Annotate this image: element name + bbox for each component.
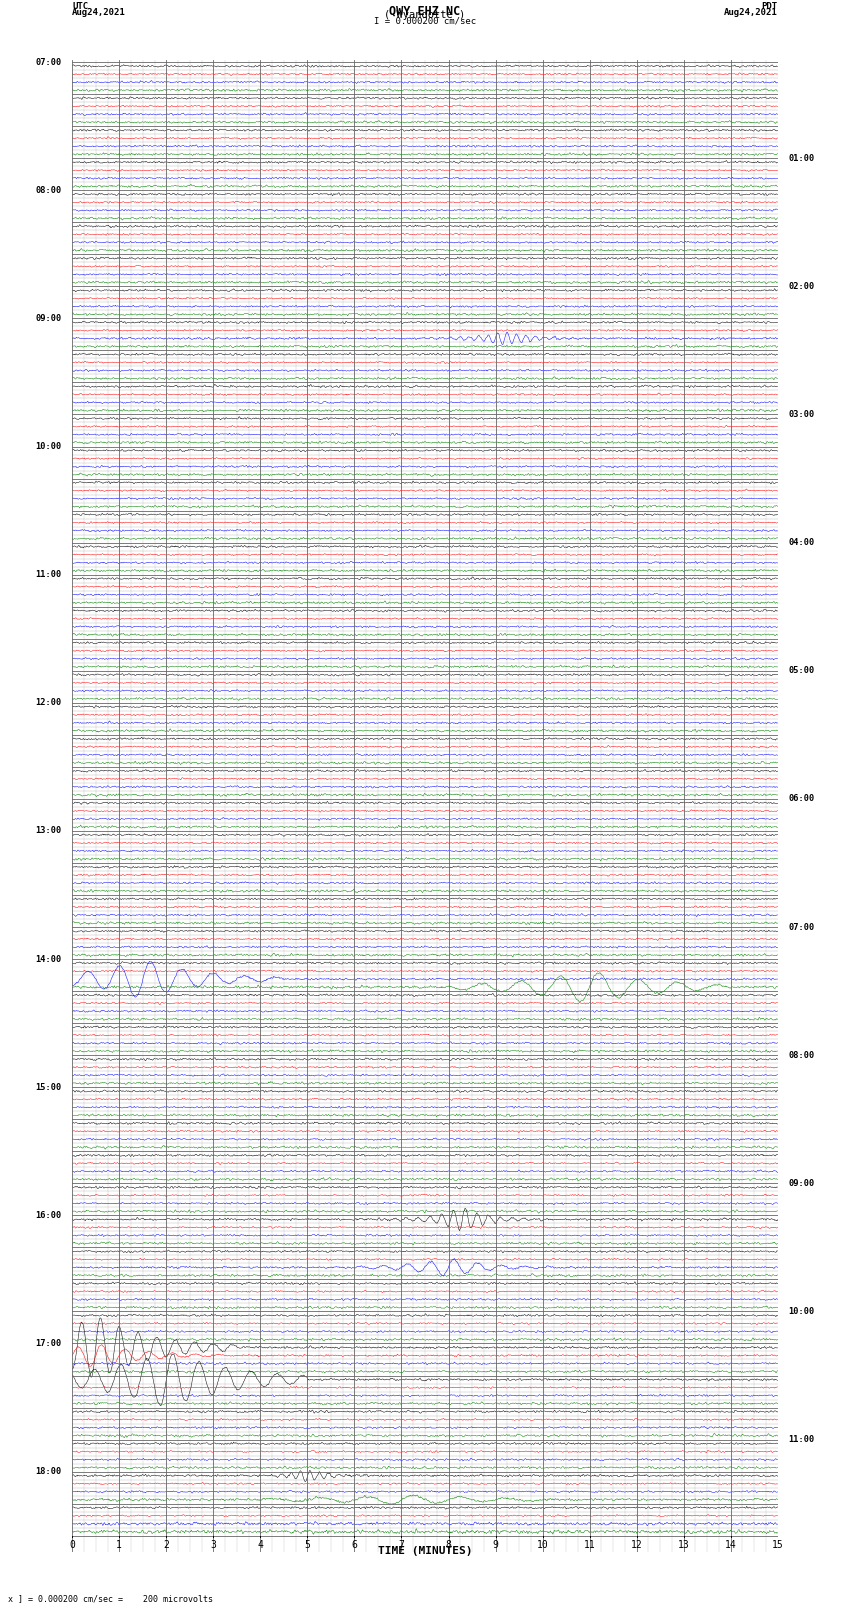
Text: 7: 7 <box>399 1540 405 1550</box>
Text: 08:00: 08:00 <box>36 185 62 195</box>
Text: 12: 12 <box>631 1540 643 1550</box>
Text: 17:00: 17:00 <box>36 1339 62 1348</box>
Text: TIME (MINUTES): TIME (MINUTES) <box>377 1547 473 1557</box>
Text: 8: 8 <box>445 1540 451 1550</box>
Text: 03:00: 03:00 <box>788 410 814 419</box>
Text: 04:00: 04:00 <box>788 539 814 547</box>
Text: 6: 6 <box>352 1540 357 1550</box>
Text: PDT: PDT <box>762 3 778 11</box>
Text: 07:00: 07:00 <box>788 923 814 932</box>
Text: QWY EHZ NC: QWY EHZ NC <box>389 5 461 18</box>
Text: 11:00: 11:00 <box>36 569 62 579</box>
Text: 10:00: 10:00 <box>36 442 62 452</box>
Text: I = 0.000200 cm/sec: I = 0.000200 cm/sec <box>374 18 476 26</box>
Text: 3: 3 <box>211 1540 216 1550</box>
Text: 16:00: 16:00 <box>36 1211 62 1219</box>
Text: 13: 13 <box>677 1540 689 1550</box>
Text: 05:00: 05:00 <box>788 666 814 676</box>
Text: 15:00: 15:00 <box>36 1082 62 1092</box>
Text: 10:00: 10:00 <box>788 1307 814 1316</box>
Text: 09:00: 09:00 <box>788 1179 814 1187</box>
Text: 01:00: 01:00 <box>788 153 814 163</box>
Text: 11: 11 <box>584 1540 596 1550</box>
Text: 1: 1 <box>116 1540 122 1550</box>
Text: 2: 2 <box>163 1540 169 1550</box>
Text: 09:00: 09:00 <box>36 315 62 323</box>
Text: 14: 14 <box>725 1540 737 1550</box>
Text: 10: 10 <box>536 1540 548 1550</box>
Text: x ] = 0.000200 cm/sec =    200 microvolts: x ] = 0.000200 cm/sec = 200 microvolts <box>8 1594 213 1603</box>
Text: ( Wyandotte ): ( Wyandotte ) <box>384 11 466 21</box>
Text: 02:00: 02:00 <box>788 282 814 290</box>
Text: UTC: UTC <box>72 3 88 11</box>
Text: 11:00: 11:00 <box>788 1436 814 1444</box>
Text: 4: 4 <box>258 1540 264 1550</box>
Text: 13:00: 13:00 <box>36 826 62 836</box>
Text: Aug24,2021: Aug24,2021 <box>72 8 126 18</box>
Text: 0: 0 <box>70 1540 75 1550</box>
Text: 08:00: 08:00 <box>788 1050 814 1060</box>
Text: 14:00: 14:00 <box>36 955 62 963</box>
Text: 5: 5 <box>304 1540 310 1550</box>
Text: 06:00: 06:00 <box>788 794 814 803</box>
Text: 12:00: 12:00 <box>36 698 62 706</box>
Text: 15: 15 <box>772 1540 784 1550</box>
Text: 07:00: 07:00 <box>36 58 62 66</box>
Text: 18:00: 18:00 <box>36 1468 62 1476</box>
Text: 9: 9 <box>493 1540 498 1550</box>
Text: Aug24,2021: Aug24,2021 <box>724 8 778 18</box>
